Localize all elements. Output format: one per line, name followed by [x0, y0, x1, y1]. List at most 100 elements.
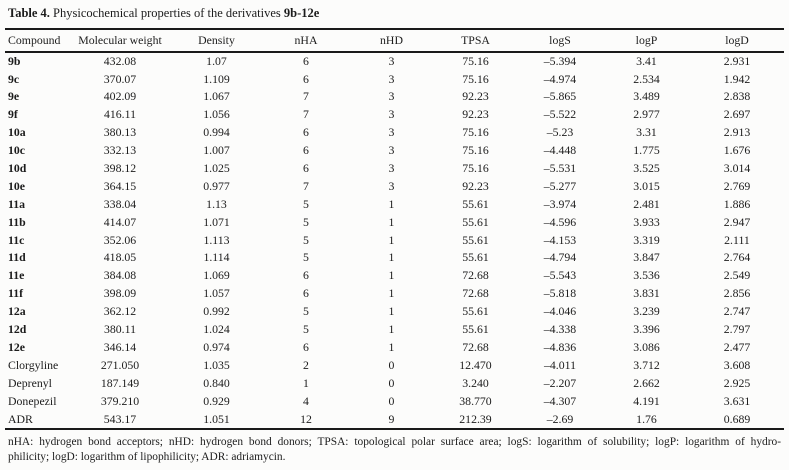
value-cell: –4.338 — [543, 322, 577, 337]
value-cell: 0.929 — [203, 393, 230, 408]
footnote: nHA: hydrogen bond acceptors; nHD: hydro… — [8, 435, 781, 465]
value-cell: –4.011 — [543, 357, 576, 372]
value-cell: 9 — [388, 411, 395, 426]
value-cell: –5.865 — [543, 89, 577, 104]
table-row: 10a 380.13 0.994 6 3 75.16 –5.23 3.31 2.913 — [5, 124, 784, 142]
value-cell: 72.68 — [462, 339, 489, 354]
table-row: 11d 418.05 1.114 5 1 55.61 –4.794 3.847 2.764 — [5, 249, 784, 267]
value-cell: 55.61 — [462, 214, 489, 229]
compound-cell: 9b — [8, 53, 21, 68]
value-cell: 3 — [388, 161, 395, 176]
table-title-text: Physicochemical properties of the deriva… — [49, 6, 284, 20]
column-header-nha: nHA — [263, 28, 349, 53]
table-row: 11c 352.06 1.113 5 1 55.61 –4.153 3.319 2.111 — [5, 231, 784, 249]
value-cell: 6 — [303, 143, 309, 158]
value-cell: 1.109 — [203, 71, 230, 86]
value-cell: 5 — [303, 322, 309, 337]
value-cell: 1 — [388, 250, 395, 265]
value-cell: 1.886 — [723, 196, 751, 211]
value-cell: 72.68 — [462, 268, 489, 283]
value-cell: 212.39 — [459, 411, 492, 426]
value-cell: 92.23 — [462, 107, 489, 122]
value-cell: 380.13 — [103, 125, 137, 140]
value-cell: 5 — [303, 232, 309, 247]
value-cell: 4 — [303, 393, 309, 408]
value-cell: –5.277 — [543, 178, 577, 193]
compound-cell: 12e — [8, 339, 26, 354]
table-header: Compound Molecular weight Density nHA nHD TPS… — [5, 28, 784, 53]
value-cell: 1.07 — [206, 53, 227, 68]
column-header-nhd: nHD — [349, 28, 434, 53]
value-cell: 187.149 — [100, 375, 140, 390]
value-cell: 418.05 — [103, 250, 137, 265]
value-cell: 3.933 — [633, 214, 660, 229]
value-cell: –4.153 — [543, 232, 577, 247]
value-cell: 1 — [388, 304, 395, 319]
value-cell: 7 — [303, 107, 309, 122]
value-cell: 55.61 — [462, 304, 489, 319]
value-cell: 1.056 — [203, 107, 230, 122]
value-cell: 338.04 — [103, 196, 137, 211]
value-cell: 1 — [388, 268, 395, 283]
value-cell: 6 — [303, 125, 309, 140]
value-cell: 0.974 — [203, 339, 230, 354]
value-cell: 384.08 — [103, 268, 137, 283]
table-row: 11e 384.08 1.069 6 1 72.68 –5.543 3.536 2.549 — [5, 267, 784, 285]
value-cell: 1 — [388, 196, 395, 211]
value-cell: 3 — [388, 125, 395, 140]
value-cell: 3 — [388, 143, 395, 158]
table-row: 9b 432.08 1.07 6 3 75.16 –5.394 3.41 2.931 — [5, 52, 784, 71]
value-cell: 2.977 — [633, 107, 660, 122]
value-cell: –2.69 — [546, 411, 574, 426]
compound-cell: 9c — [8, 71, 20, 86]
table-row: 12e 346.14 0.974 6 1 72.68 –4.836 3.086 2.477 — [5, 339, 784, 357]
value-cell: 7 — [303, 89, 309, 104]
column-header-logp: logP — [603, 28, 690, 53]
value-cell: 55.61 — [462, 322, 489, 337]
value-cell: 2.111 — [724, 232, 750, 247]
value-cell: 2.931 — [723, 53, 751, 68]
value-cell: 0.992 — [203, 304, 230, 319]
value-cell: 370.07 — [103, 71, 137, 86]
value-cell: 1.007 — [203, 143, 230, 158]
value-cell: 3.396 — [633, 322, 660, 337]
value-cell: 1.051 — [203, 411, 230, 426]
value-cell: –4.794 — [543, 250, 577, 265]
value-cell: 6 — [303, 268, 309, 283]
value-cell: 0.977 — [203, 178, 230, 193]
value-cell: 72.68 — [462, 286, 489, 301]
value-cell: 402.09 — [103, 89, 137, 104]
value-cell: 2.947 — [723, 214, 751, 229]
table-row: Deprenyl 187.149 0.840 1 0 3.240 –2.207 2.662 2.… — [5, 375, 784, 393]
value-cell: 1 — [388, 322, 395, 337]
value-cell: 5 — [303, 214, 309, 229]
table-row: ADR 543.17 1.051 12 9 212.39 –2.69 1.76 0.689 — [5, 410, 784, 429]
value-cell: –4.046 — [543, 304, 577, 319]
value-cell: 3.489 — [633, 89, 660, 104]
value-cell: –5.23 — [546, 125, 574, 140]
value-cell: 2.747 — [723, 304, 751, 319]
value-cell: 1 — [303, 375, 309, 390]
value-cell: 75.16 — [462, 71, 489, 86]
compound-cell: Donepezil — [8, 393, 57, 408]
value-cell: 1.067 — [203, 89, 230, 104]
column-header-compound: Compound — [5, 28, 70, 53]
value-cell: 3.536 — [633, 268, 660, 283]
value-cell: –4.596 — [543, 214, 577, 229]
value-cell: 92.23 — [462, 89, 489, 104]
table-row: 12a 362.12 0.992 5 1 55.61 –4.046 3.239 2.747 — [5, 303, 784, 321]
value-cell: 1.071 — [203, 214, 230, 229]
value-cell: 3 — [388, 53, 395, 68]
value-cell: 1.035 — [203, 357, 230, 372]
value-cell: 0 — [388, 357, 395, 372]
value-cell: 380.11 — [103, 322, 136, 337]
table-row: 11a 338.04 1.13 5 1 55.61 –3.974 2.481 1.886 — [5, 196, 784, 214]
properties-table: Compound Molecular weight Density nHA nHD TPS… — [5, 28, 784, 431]
value-cell: 0.689 — [723, 411, 751, 426]
value-cell: 398.12 — [103, 161, 137, 176]
value-cell: –5.522 — [543, 107, 577, 122]
value-cell: 3 — [388, 107, 395, 122]
table-row: Clorgyline 271.050 1.035 2 0 12.470 –4.011 3.71… — [5, 357, 784, 375]
value-cell: 55.61 — [462, 250, 489, 265]
value-cell: 6 — [303, 286, 309, 301]
